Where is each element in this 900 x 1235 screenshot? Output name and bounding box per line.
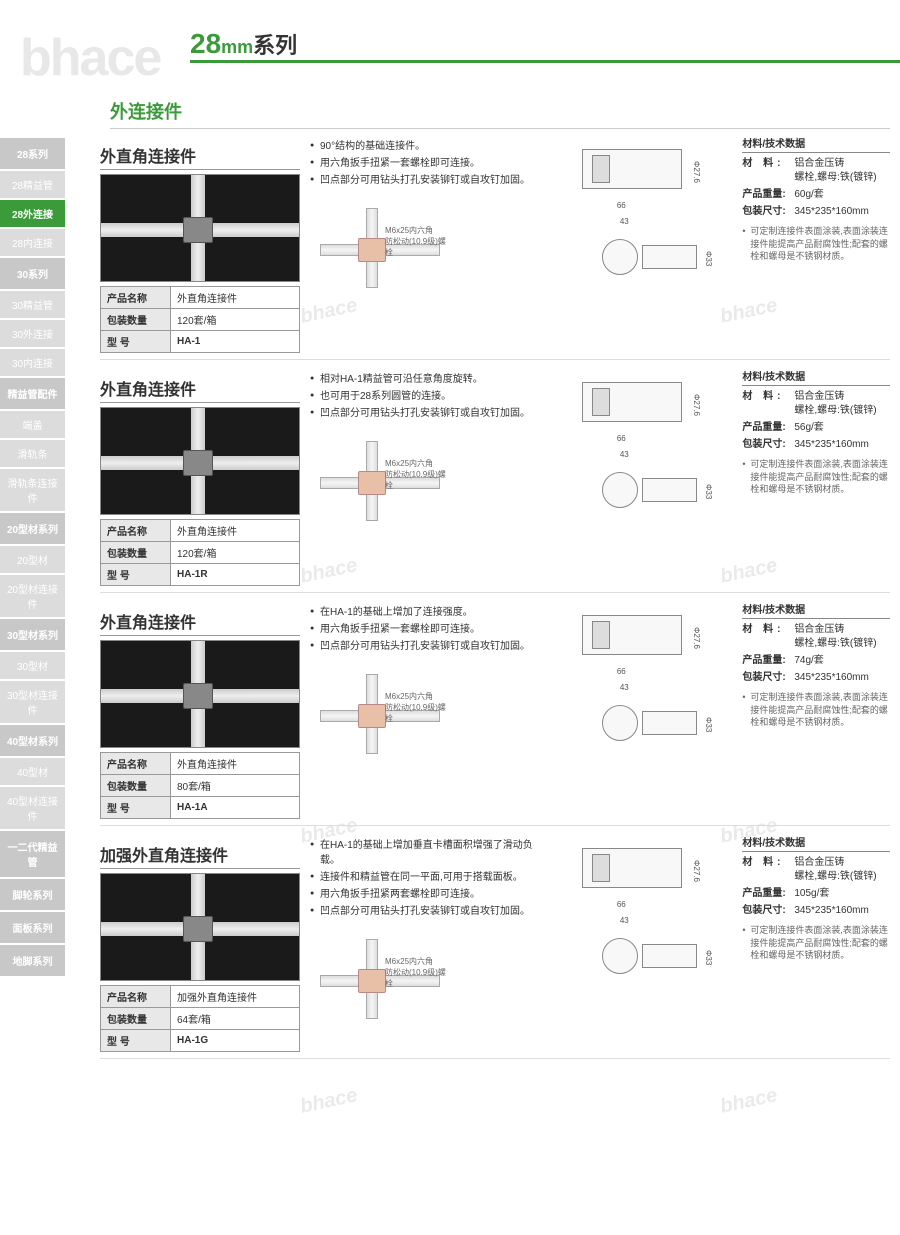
- feature-item: 凹点部分可用钻头打孔安装铆钉或自攻钉加固。: [310, 173, 548, 188]
- feature-item: 相对HA-1精益管可沿任意角度旋转。: [310, 372, 548, 387]
- product-title: 外直角连接件: [100, 609, 300, 636]
- sidebar-item[interactable]: 28精益管: [0, 171, 65, 198]
- sidebar-item[interactable]: 滑轨条连接件: [0, 469, 65, 511]
- feature-item: 用六角扳手扭紧一套螺栓即可连接。: [310, 156, 548, 171]
- spec-panel: 材料/技术数据材 料:铝合金压铸螺栓,螺母:铁(镀锌)产品重量:105g/套包装…: [736, 834, 890, 1052]
- sidebar-item[interactable]: 精益管配件: [0, 378, 65, 409]
- sidebar-item[interactable]: 28外连接: [0, 200, 65, 227]
- header-rule: [190, 60, 900, 63]
- sidebar-item[interactable]: 28内连接: [0, 229, 65, 256]
- section-title: 外连接件: [110, 98, 890, 129]
- product-photo: [100, 873, 300, 981]
- product-block: 外直角连接件产品名称外直角连接件包装数量120套/箱型 号HA-1R 相对HA-1…: [100, 368, 890, 593]
- feature-item: 连接件和精益管在同一平面,可用于搭载面板。: [310, 870, 548, 885]
- feature-list: 相对HA-1精益管可沿任意角度旋转。也可用于28系列圆管的连接。凹点部分可用钻头…: [310, 372, 548, 421]
- sidebar-item[interactable]: 40型材连接件: [0, 787, 65, 829]
- sidebar-item[interactable]: 30型材: [0, 652, 65, 679]
- spec-panel: 材料/技术数据材 料:铝合金压铸螺栓,螺母:铁(镀锌)产品重量:60g/套包装尺…: [736, 135, 890, 353]
- info-table: 产品名称外直角连接件包装数量120套/箱型 号HA-1: [100, 286, 300, 353]
- spec-panel: 材料/技术数据材 料:铝合金压铸螺栓,螺母:铁(镀锌)产品重量:56g/套包装尺…: [736, 368, 890, 586]
- technical-drawing: Φ27.66643Φ33: [558, 834, 736, 1052]
- spec-title: 材料/技术数据: [742, 834, 890, 852]
- sidebar-item[interactable]: 脚轮系列: [0, 879, 65, 910]
- feature-list: 在HA-1的基础上增加了连接强度。用六角扳手扭紧一套螺栓即可连接。凹点部分可用钻…: [310, 605, 548, 654]
- technical-drawing: Φ27.66643Φ33: [558, 135, 736, 353]
- technical-drawing: Φ27.66643Φ33: [558, 601, 736, 819]
- sidebar-item[interactable]: 28系列: [0, 138, 65, 169]
- spec-panel: 材料/技术数据材 料:铝合金压铸螺栓,螺母:铁(镀锌)产品重量:74g/套包装尺…: [736, 601, 890, 819]
- series-title: 28mm系列: [190, 28, 297, 60]
- sidebar-item[interactable]: 面板系列: [0, 912, 65, 943]
- sidebar-item[interactable]: 一二代精益管: [0, 831, 65, 877]
- header: bhace 28mm系列: [0, 0, 900, 80]
- product-title: 外直角连接件: [100, 376, 300, 403]
- spec-title: 材料/技术数据: [742, 601, 890, 619]
- sidebar-item[interactable]: 端盖: [0, 411, 65, 438]
- sidebar-item[interactable]: 30精益管: [0, 291, 65, 318]
- watermark: bhace: [718, 1084, 779, 1119]
- sidebar-item[interactable]: 地脚系列: [0, 945, 65, 976]
- spec-title: 材料/技术数据: [742, 135, 890, 153]
- watermark: bhace: [298, 1084, 359, 1119]
- info-table: 产品名称加强外直角连接件包装数量64套/箱型 号HA-1G: [100, 985, 300, 1052]
- feature-item: 90°结构的基础连接件。: [310, 139, 548, 154]
- sidebar: 28系列28精益管28外连接28内连接30系列30精益管30外连接30内连接精益…: [0, 138, 65, 978]
- feature-item: 凹点部分可用钻头打孔安装铆钉或自攻钉加固。: [310, 639, 548, 654]
- sidebar-item[interactable]: 20型材系列: [0, 513, 65, 544]
- feature-item: 也可用于28系列圆管的连接。: [310, 389, 548, 404]
- info-table: 产品名称外直角连接件包装数量120套/箱型 号HA-1R: [100, 519, 300, 586]
- sidebar-item[interactable]: 40型材: [0, 758, 65, 785]
- product-block: 外直角连接件产品名称外直角连接件包装数量80套/箱型 号HA-1A 在HA-1的基…: [100, 601, 890, 826]
- product-block: 外直角连接件产品名称外直角连接件包装数量120套/箱型 号HA-1 90°结构的基…: [100, 135, 890, 360]
- sidebar-item[interactable]: 滑轨条: [0, 440, 65, 467]
- sidebar-item[interactable]: 30型材系列: [0, 619, 65, 650]
- info-table: 产品名称外直角连接件包装数量80套/箱型 号HA-1A: [100, 752, 300, 819]
- content: 外直角连接件产品名称外直角连接件包装数量120套/箱型 号HA-190°结构的基…: [100, 135, 890, 1059]
- product-photo: [100, 174, 300, 282]
- product-photo: [100, 640, 300, 748]
- feature-item: 凹点部分可用钻头打孔安装铆钉或自攻钉加固。: [310, 406, 548, 421]
- feature-list: 90°结构的基础连接件。用六角扳手扭紧一套螺栓即可连接。凹点部分可用钻头打孔安装…: [310, 139, 548, 188]
- assembly-diagram: M6x25内六角防松动(10.9级)螺栓: [310, 931, 450, 1031]
- feature-item: 凹点部分可用钻头打孔安装铆钉或自攻钉加固。: [310, 904, 548, 919]
- feature-list: 在HA-1的基础上增加垂直卡槽面积增强了滑动负载。连接件和精益管在同一平面,可用…: [310, 838, 548, 919]
- spec-title: 材料/技术数据: [742, 368, 890, 386]
- feature-item: 用六角扳手扭紧一套螺栓即可连接。: [310, 622, 548, 637]
- sidebar-item[interactable]: 30系列: [0, 258, 65, 289]
- sidebar-item[interactable]: 40型材系列: [0, 725, 65, 756]
- sidebar-item[interactable]: 20型材: [0, 546, 65, 573]
- sidebar-item[interactable]: 20型材连接件: [0, 575, 65, 617]
- technical-drawing: Φ27.66643Φ33: [558, 368, 736, 586]
- brand-logo: bhace: [20, 28, 160, 88]
- sidebar-item[interactable]: 30内连接: [0, 349, 65, 376]
- assembly-diagram: M6x25内六角防松动(10.9级)螺栓: [310, 666, 450, 766]
- product-block: 加强外直角连接件产品名称加强外直角连接件包装数量64套/箱型 号HA-1G在HA…: [100, 834, 890, 1059]
- assembly-diagram: M6x25内六角防松动(10.9级)螺栓: [310, 200, 450, 300]
- sidebar-item[interactable]: 30型材连接件: [0, 681, 65, 723]
- sidebar-item[interactable]: 30外连接: [0, 320, 65, 347]
- feature-item: 在HA-1的基础上增加了连接强度。: [310, 605, 548, 620]
- feature-item: 用六角扳手扭紧两套螺栓即可连接。: [310, 887, 548, 902]
- product-title: 外直角连接件: [100, 143, 300, 170]
- product-title: 加强外直角连接件: [100, 842, 300, 869]
- product-photo: [100, 407, 300, 515]
- feature-item: 在HA-1的基础上增加垂直卡槽面积增强了滑动负载。: [310, 838, 548, 868]
- assembly-diagram: M6x25内六角防松动(10.9级)螺栓: [310, 433, 450, 533]
